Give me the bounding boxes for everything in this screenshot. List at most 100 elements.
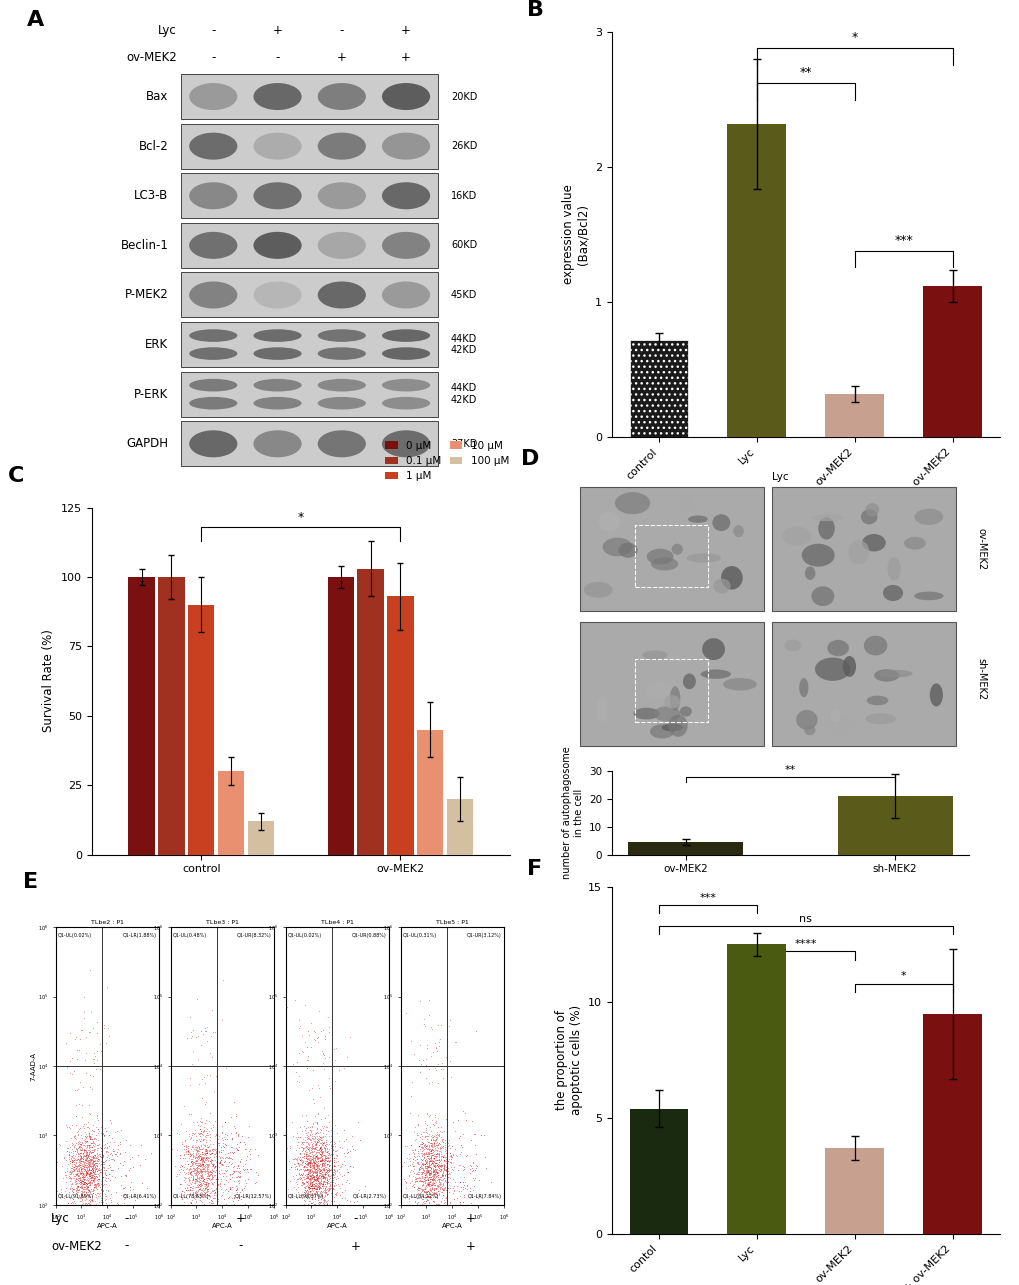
- Point: [212, 1151, 228, 1172]
- Point: [423, 1207, 439, 1227]
- Point: [223, 1142, 239, 1163]
- Point: [198, 1022, 214, 1042]
- Point: [301, 1140, 317, 1160]
- Point: [304, 1156, 320, 1177]
- Point: [210, 1133, 226, 1154]
- Point: [94, 1158, 110, 1178]
- Point: [182, 1149, 199, 1169]
- Point: [105, 1149, 121, 1169]
- Point: [70, 1164, 87, 1185]
- Point: [103, 1142, 119, 1163]
- Point: [191, 1137, 207, 1158]
- Point: [203, 1150, 219, 1171]
- Point: [406, 1177, 422, 1198]
- Point: [71, 1169, 88, 1190]
- Point: [74, 1162, 91, 1182]
- Point: [298, 1172, 314, 1192]
- Point: [299, 1154, 315, 1174]
- Point: [304, 1164, 320, 1185]
- Point: [420, 1181, 436, 1201]
- Point: [88, 1124, 104, 1145]
- Point: [87, 1159, 103, 1180]
- Point: [81, 1154, 97, 1174]
- Point: [417, 1150, 433, 1171]
- Point: [292, 1137, 309, 1158]
- Point: [432, 1059, 448, 1079]
- Text: Lyc: Lyc: [51, 1212, 69, 1225]
- Point: [420, 1167, 436, 1187]
- Point: [192, 1185, 208, 1205]
- Point: [239, 1127, 256, 1148]
- Point: [76, 1160, 93, 1181]
- Point: [193, 1108, 209, 1128]
- Point: [92, 1145, 108, 1165]
- Point: [86, 1131, 102, 1151]
- Point: [430, 1169, 446, 1190]
- Point: [306, 1150, 322, 1171]
- Point: [414, 1176, 430, 1196]
- Point: [195, 1150, 211, 1171]
- Point: [426, 1196, 442, 1217]
- Point: [439, 1136, 455, 1156]
- Point: [212, 1172, 228, 1192]
- Point: [186, 1119, 203, 1140]
- Point: [219, 1172, 235, 1192]
- Point: [100, 1180, 116, 1200]
- Point: [77, 1150, 94, 1171]
- Bar: [357, 569, 383, 855]
- Point: [307, 1131, 323, 1151]
- Point: [303, 1172, 319, 1192]
- Point: [71, 1189, 88, 1209]
- Point: [414, 1146, 430, 1167]
- Text: -: -: [354, 1212, 358, 1225]
- Point: [318, 1168, 334, 1189]
- Ellipse shape: [700, 669, 731, 678]
- Point: [308, 1133, 324, 1154]
- Point: [68, 1160, 85, 1181]
- Point: [199, 1137, 215, 1158]
- Point: [310, 1127, 326, 1148]
- Point: [417, 1068, 433, 1088]
- Point: [77, 1173, 94, 1194]
- Point: [180, 1169, 197, 1190]
- Point: [202, 1169, 218, 1190]
- Point: [198, 1201, 214, 1222]
- Text: A: A: [26, 10, 44, 30]
- Ellipse shape: [189, 329, 237, 342]
- Point: [204, 1139, 220, 1159]
- Point: [307, 1144, 323, 1164]
- Point: [75, 1007, 92, 1028]
- Point: [322, 1178, 338, 1199]
- Point: [302, 1181, 318, 1201]
- Point: [318, 1142, 334, 1163]
- Point: [416, 1113, 432, 1133]
- Point: [84, 1154, 100, 1174]
- Point: [329, 1145, 345, 1165]
- Point: [434, 1185, 450, 1205]
- Point: [74, 1144, 91, 1164]
- Point: [314, 1130, 330, 1150]
- Point: [77, 1126, 94, 1146]
- Point: [429, 1169, 445, 1190]
- Point: [83, 1165, 99, 1186]
- Point: [66, 1028, 83, 1049]
- Point: [183, 1192, 200, 1213]
- Point: [305, 1162, 321, 1182]
- Point: [181, 1173, 198, 1194]
- Point: [432, 1139, 448, 1159]
- Point: [204, 1169, 220, 1190]
- Point: [199, 1182, 215, 1203]
- Point: [418, 1186, 434, 1207]
- Point: [199, 1196, 215, 1217]
- Ellipse shape: [722, 678, 756, 690]
- Point: [87, 1156, 103, 1177]
- Point: [315, 1159, 331, 1180]
- Point: [425, 1172, 441, 1192]
- Point: [319, 1137, 335, 1158]
- Point: [304, 1178, 320, 1199]
- Point: [84, 1214, 100, 1235]
- Point: [322, 1131, 338, 1151]
- Point: [311, 1159, 327, 1180]
- Point: [414, 1154, 430, 1174]
- Point: [74, 1163, 91, 1183]
